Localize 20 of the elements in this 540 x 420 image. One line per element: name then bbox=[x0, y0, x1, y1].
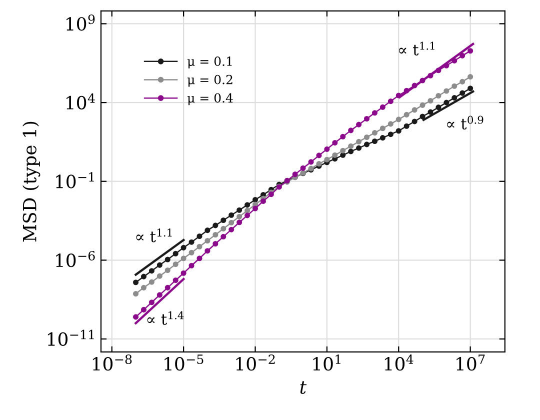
x-axis-title: t bbox=[300, 381, 307, 394]
y-axis-title: MSD (type 1) bbox=[22, 122, 40, 242]
series-label: ∝ t$^{0.9}$ bbox=[447, 116, 484, 130]
x-tick-label: 10$^{−8}$ bbox=[92, 354, 132, 371]
y-tick-label: 10$^{4}$ bbox=[66, 93, 95, 110]
legend-label: μ = 0.2 bbox=[187, 74, 232, 87]
x-tick-label: 10$^{4}$ bbox=[384, 354, 414, 371]
x-tick-label: 10$^{1}$ bbox=[313, 354, 340, 371]
y-tick-label: 10$^{−6}$ bbox=[56, 250, 95, 268]
x-tick-label: 10$^{−2}$ bbox=[236, 354, 275, 371]
series-label: ∝ t$^{1.4}$ bbox=[147, 311, 184, 325]
x-tick-label: 10$^{7}$ bbox=[456, 354, 485, 371]
series-label: ∝ t$^{1.1}$ bbox=[399, 42, 434, 56]
legend-label: μ = 0.4 bbox=[187, 93, 233, 106]
legend-label: μ = 0.1 bbox=[187, 56, 232, 68]
x-tick-label: 10$^{−5}$ bbox=[164, 354, 204, 371]
y-tick-label: 10$^{−11}$ bbox=[48, 330, 94, 346]
y-tick-label: 10$^{9}$ bbox=[66, 14, 95, 31]
series-label: ∝ t$^{1.1}$ bbox=[136, 228, 172, 242]
y-tick-label: 10$^{−1}$ bbox=[56, 172, 94, 188]
